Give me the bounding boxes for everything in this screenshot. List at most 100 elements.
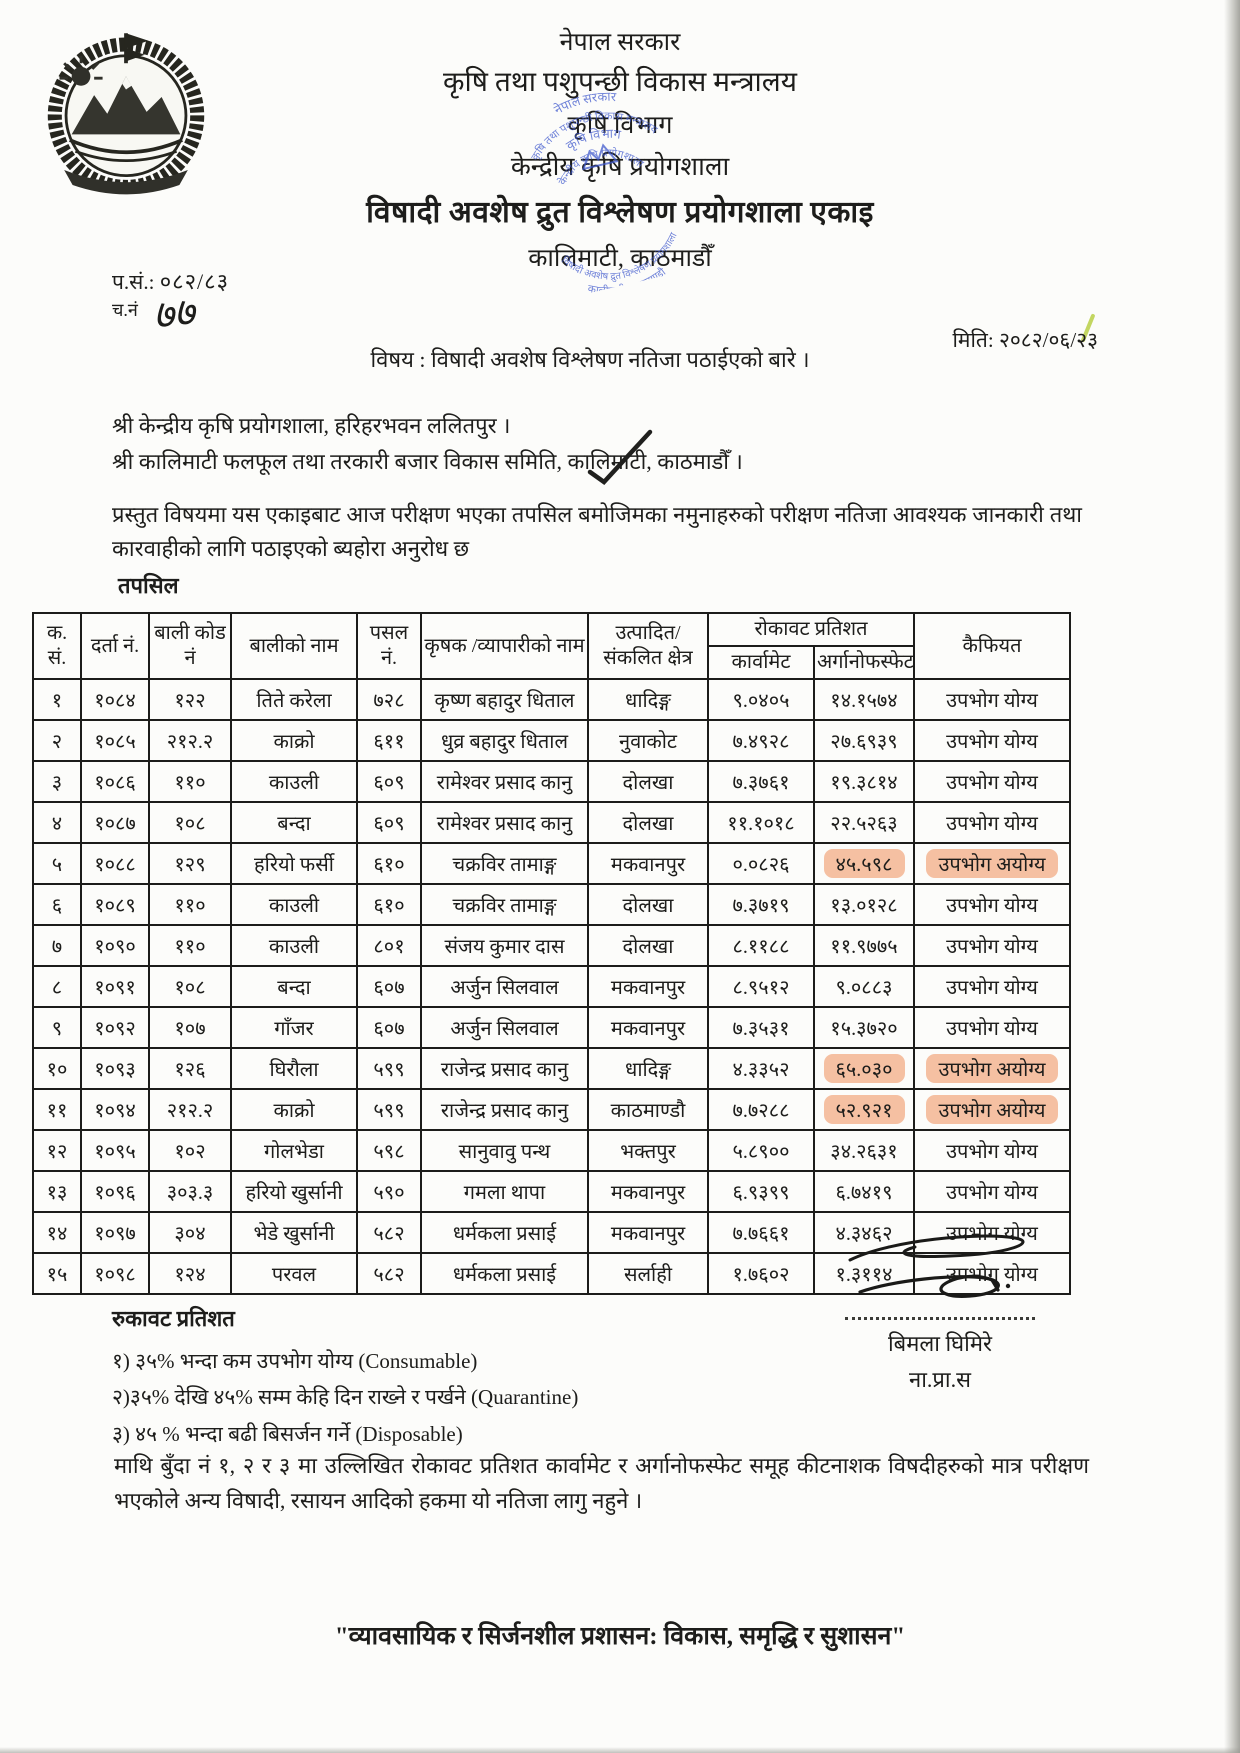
highlight-marker: उपभोग अयोग्य	[926, 1054, 1058, 1083]
cell-remark: उपभोग योग्य	[913, 801, 1071, 844]
cell-carbamate: ७.७६६१	[707, 1211, 815, 1254]
cell-crop-name: घिरौला	[230, 1047, 358, 1090]
cell-crop-name: बन्दा	[230, 801, 358, 844]
header-government: नेपाल सरकार	[559, 29, 681, 56]
table-row: १२ १०९५ १०२ गोलभेडा ५९८ सानुवावु पन्थ भक्तपुर ५…	[32, 1129, 1071, 1172]
note-item-3: ३) ४५ % भन्दा बढी बिसर्जन गर्ने (Disposa…	[112, 1422, 463, 1446]
cell-shop-no: ८०१	[356, 924, 422, 967]
cell-crop-code: ३०४	[148, 1211, 232, 1254]
table-row: ८ १०९१ १०८ बन्दा ६०७ अर्जुन सिलवाल मकवानपुर ८.९…	[32, 965, 1071, 1008]
cell-farmer-name: रामेश्वर प्रसाद कानु	[420, 801, 589, 844]
cell-organophosphate: ५२.९२१	[813, 1088, 915, 1131]
cell-organophosphate: ९.०८८३	[813, 965, 915, 1008]
cell-carbamate: ९.०४०५	[707, 678, 815, 721]
col-header-carbamate: कार्वामेट	[707, 645, 815, 680]
cell-area: दोलखा	[587, 924, 709, 967]
tapasil-label: तपसिल	[118, 573, 179, 598]
cell-reg-no: १०९२	[80, 1006, 150, 1049]
table-row: २ १०८५ २१२.२ काक्रो ६११ धुव्र बहादुर धिताल नुव…	[32, 719, 1071, 762]
cell-remark: उपभोग योग्य	[913, 1129, 1071, 1172]
checkmark-icon	[587, 429, 653, 485]
cell-crop-code: १०२	[148, 1129, 232, 1172]
cell-carbamate: ७.३५३१	[707, 1006, 815, 1049]
cell-area: मकवानपुर	[587, 842, 709, 885]
cell-crop-name: तिते करेला	[230, 678, 358, 721]
cell-reg-no: १०८७	[80, 801, 150, 844]
cell-reg-no: १०९०	[80, 924, 150, 967]
table-row: ७ १०९० ११० काउली ८०१ संजय कुमार दास दोलखा ८.११८…	[32, 924, 1071, 967]
cell-carbamate: ५.८९००	[707, 1129, 815, 1172]
cell-farmer-name: गमला थापा	[420, 1170, 589, 1213]
table-row: १४ १०९७ ३०४ भेडे खुर्सानी ५८२ धर्मकला प्रसाई म…	[32, 1211, 1071, 1254]
recipients-block: श्री केन्द्रीय कृषि प्रयोगशाला, हरिहरभवन…	[112, 408, 743, 481]
cell-farmer-name: सानुवावु पन्थ	[420, 1129, 589, 1172]
recipient-line-1: श्री केन्द्रीय कृषि प्रयोगशाला, हरिहरभवन…	[112, 413, 511, 438]
cell-organophosphate: ६५.०३०	[813, 1047, 915, 1090]
dispatch-label: च.नं	[112, 300, 138, 320]
cell-farmer-name: चक्रविर तामाङ्ग	[420, 842, 589, 885]
cell-carbamate: ४.३३५२	[707, 1047, 815, 1090]
cell-organophosphate: २७.६९३९	[813, 719, 915, 762]
cell-crop-code: २१२.२	[148, 719, 232, 762]
table-row: १३ १०९६ ३०३.३ हरियो खुर्सानी ५९० गमला थापा मकव…	[32, 1170, 1071, 1213]
ref-value: ०८२/८३	[159, 269, 230, 294]
cell-reg-no: १०९७	[80, 1211, 150, 1254]
cell-area: भक्तपुर	[587, 1129, 709, 1172]
cell-remark: उपभोग अयोग्य	[913, 842, 1071, 885]
cell-farmer-name: चक्रविर तामाङ्ग	[420, 883, 589, 926]
subject-line: विषय : विषादी अवशेष विश्लेषण नतिजा पठाईए…	[370, 347, 810, 372]
header-unit: विषादी अवशेष द्रुत विश्लेषण प्रयोगशाला ए…	[366, 196, 874, 229]
cell-shop-no: ५९०	[356, 1170, 422, 1213]
cell-farmer-name: राजेन्द्र प्रसाद कानु	[420, 1047, 589, 1090]
cell-area: काठमाण्डौ	[587, 1088, 709, 1131]
cell-shop-no: ६०९	[356, 760, 422, 803]
cell-crop-code: १०८	[148, 801, 232, 844]
cell-crop-name: काउली	[230, 760, 358, 803]
cell-organophosphate: १३.०१२८	[813, 883, 915, 926]
cell-reg-no: १०८५	[80, 719, 150, 762]
cell-reg-no: १०८४	[80, 678, 150, 721]
date-line: मिति: २०८२/०६/२३	[952, 328, 1098, 352]
cell-area: धादिङ्ग	[587, 678, 709, 721]
closing-paragraph: माथि बुँदा नं १, २ र ३ मा उल्लिखित रोकाव…	[114, 1453, 1089, 1514]
signature-block: बिमला घिमिरे ना.प्रा.स	[790, 1230, 1090, 1394]
cell-crop-code: ११०	[148, 924, 232, 967]
scan-edge-shadow	[1224, 0, 1240, 1753]
col-header-reg-no: दर्ता नं.	[80, 612, 150, 680]
cell-reg-no: १०९८	[80, 1252, 150, 1295]
cell-crop-code: १२६	[148, 1047, 232, 1090]
cell-farmer-name: संजय कुमार दास	[420, 924, 589, 967]
cell-reg-no: १०८९	[80, 883, 150, 926]
cell-area: मकवानपुर	[587, 1211, 709, 1254]
note-item-1: १) ३५% भन्दा कम उपभोग योग्य (Consumable)	[112, 1348, 478, 1373]
cell-carbamate: ७.७२८८	[707, 1088, 815, 1131]
cell-organophosphate: ४.३४६२	[813, 1211, 915, 1254]
body-paragraph: प्रस्तुत विषयमा यस एकाइबाट आज परीक्षण भए…	[112, 502, 1082, 562]
cell-sn: ४	[32, 801, 82, 844]
cell-remark: उपभोग अयोग्य	[913, 1088, 1071, 1131]
cell-area: नुवाकोट	[587, 719, 709, 762]
cell-sn: १५	[32, 1252, 82, 1295]
cell-farmer-name: धुव्र बहादुर धिताल	[420, 719, 589, 762]
highlight-marker: उपभोग अयोग्य	[926, 1095, 1058, 1124]
cell-crop-name: काक्रो	[230, 719, 358, 762]
cell-organophosphate: १४.१५७४	[813, 678, 915, 721]
col-header-crop-code: बाली कोड नं	[148, 612, 232, 680]
highlight-marker: ५२.९२१	[823, 1095, 905, 1124]
col-header-sn: क. सं.	[32, 612, 82, 680]
cell-reg-no: १०९५	[80, 1129, 150, 1172]
results-table: क. सं. दर्ता नं. बाली कोड नं बालीको नाम …	[32, 612, 1071, 1295]
cell-carbamate: ११.१०१८	[707, 801, 815, 844]
cell-shop-no: ५९८	[356, 1129, 422, 1172]
cell-shop-no: ५९९	[356, 1088, 422, 1131]
signatory-title: ना.प्रा.स	[909, 1367, 971, 1392]
cell-organophosphate: १.३११४	[813, 1252, 915, 1295]
highlight-marker: ६५.०३०	[823, 1054, 905, 1083]
cell-shop-no: ६०९	[356, 801, 422, 844]
cell-crop-code: १२९	[148, 842, 232, 885]
col-header-shop-no: पसल नं.	[356, 612, 422, 680]
cell-sn: १०	[32, 1047, 82, 1090]
cell-shop-no: ६१०	[356, 883, 422, 926]
table-row: ३ १०८६ ११० काउली ६०९ रामेश्वर प्रसाद कानु दोलख…	[32, 760, 1071, 803]
col-header-crop-name: बालीको नाम	[230, 612, 358, 680]
